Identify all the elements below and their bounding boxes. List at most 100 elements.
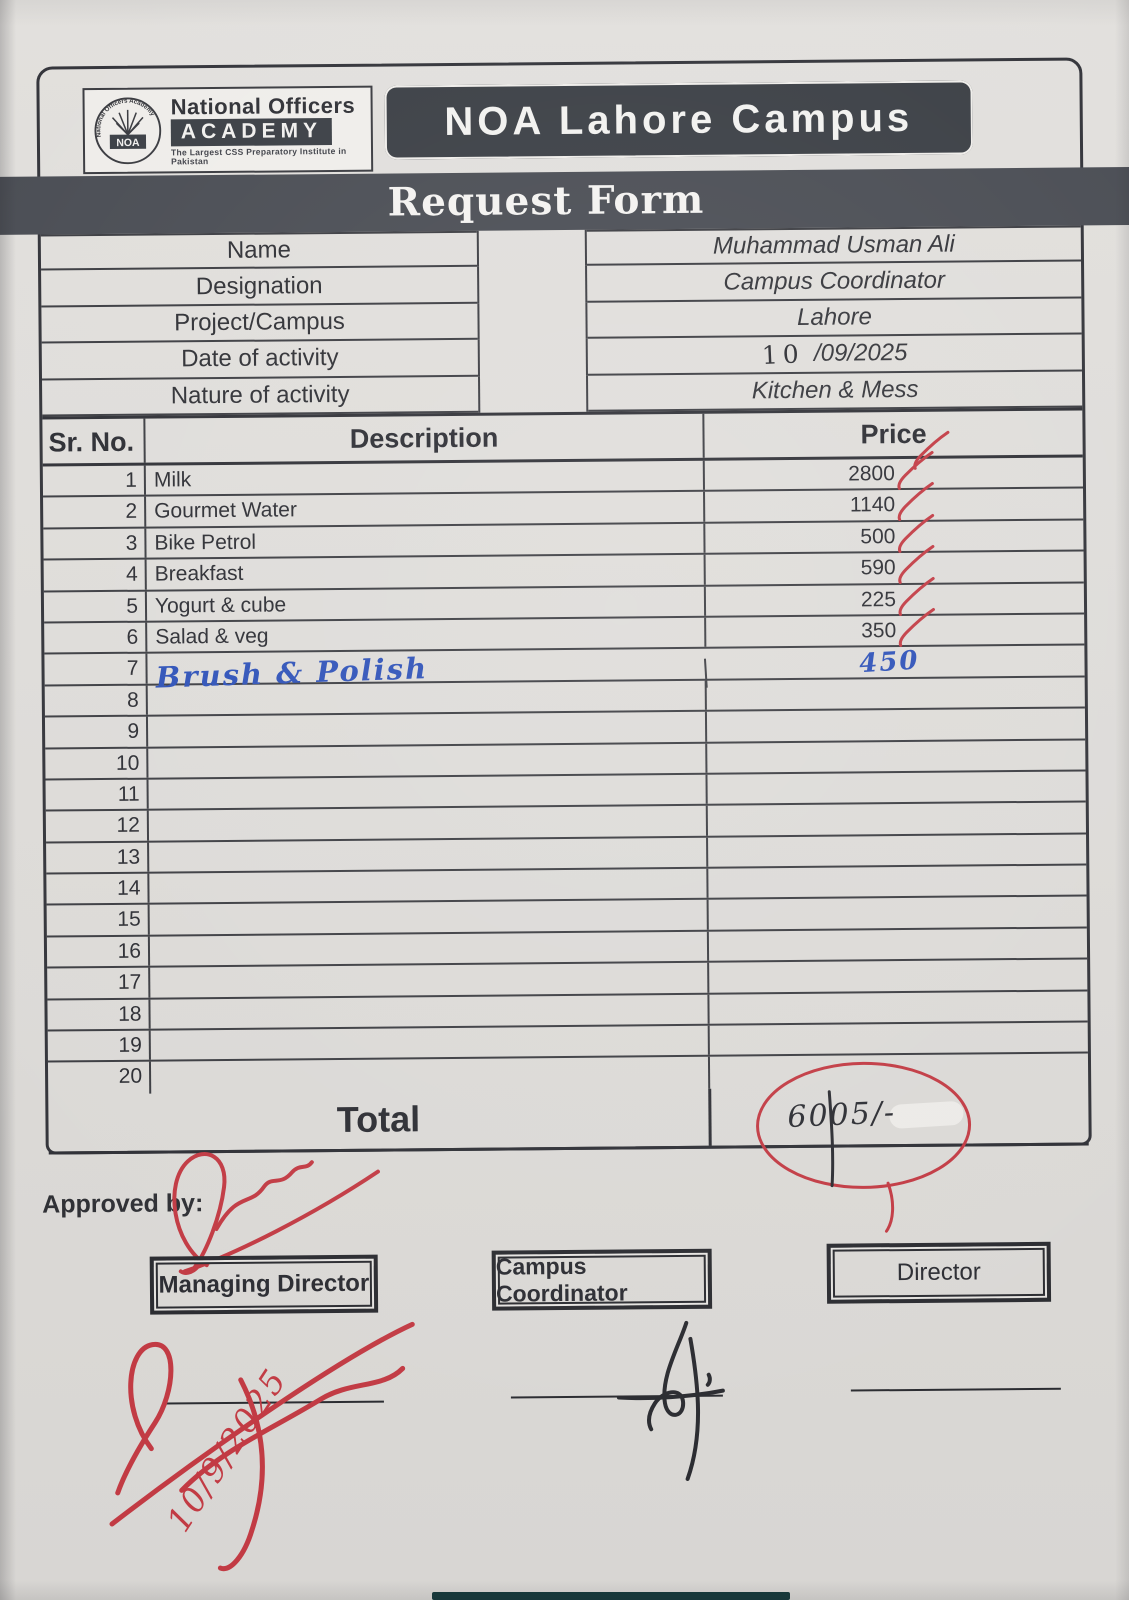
table-row: 5 Yogurt & cube 225 bbox=[43, 576, 1085, 624]
red-checkmark-icon bbox=[898, 607, 935, 647]
row-description bbox=[149, 837, 706, 871]
row-price bbox=[704, 708, 1086, 742]
row-description: Bike Petrol bbox=[154, 530, 257, 555]
field-value: Lahore bbox=[587, 298, 1082, 339]
row-description bbox=[149, 775, 706, 809]
logo-academy-label: ACADEMY bbox=[170, 117, 333, 147]
managing-director-box: Managing Director bbox=[149, 1254, 379, 1315]
field-gap bbox=[477, 375, 589, 413]
director-label: Director bbox=[896, 1258, 981, 1287]
campus-coordinator-label: Campus Coordinator bbox=[495, 1252, 628, 1307]
field-gap bbox=[477, 266, 588, 304]
row-price: 225 bbox=[703, 576, 1085, 616]
campus-banner: NOA Lahore Campus bbox=[384, 80, 974, 160]
header-sr-no: Sr. No. bbox=[42, 418, 146, 464]
approval-signature bbox=[172, 1152, 380, 1275]
table-row: 6 Salad & veg 350 bbox=[44, 607, 1085, 655]
row-price: 1140 bbox=[703, 482, 1084, 522]
row-sr-number: 13 bbox=[46, 842, 150, 873]
header-description: Description bbox=[349, 422, 499, 454]
field-gap bbox=[477, 302, 588, 340]
field-value: 10 /09/2025 bbox=[587, 334, 1082, 376]
noa-logo-card: National Officers Academy NOA National O… bbox=[82, 85, 374, 175]
row-price bbox=[706, 865, 1087, 899]
row-price bbox=[705, 802, 1086, 836]
field-label: Project/Campus bbox=[41, 303, 478, 344]
row-description: Breakfast bbox=[154, 561, 244, 586]
row-description bbox=[148, 743, 705, 777]
row-sr-number: 11 bbox=[45, 779, 149, 810]
field-label: Date of activity bbox=[41, 339, 478, 381]
row-description bbox=[151, 1026, 708, 1060]
row-sr-number: 1 bbox=[42, 465, 147, 496]
field-gap bbox=[477, 338, 588, 377]
printed-date-part: /09/2025 bbox=[813, 339, 908, 368]
handwritten-day: 10 bbox=[761, 339, 805, 370]
row-description bbox=[148, 712, 705, 746]
row-price bbox=[706, 896, 1087, 930]
total-row: Total 6005/- bbox=[48, 1061, 1089, 1233]
row-price bbox=[707, 959, 1088, 993]
row-sr-number: 6 bbox=[44, 622, 148, 653]
row-price bbox=[706, 928, 1088, 962]
red-checkmark-icon bbox=[898, 576, 935, 616]
director-box: Director bbox=[826, 1241, 1052, 1304]
managing-director-signature bbox=[109, 1321, 415, 1572]
row-sr-number: 9 bbox=[44, 716, 149, 748]
row-description: Yogurt & cube bbox=[154, 592, 287, 618]
row-sr-number: 19 bbox=[47, 1030, 151, 1061]
campus-coordinator-box: Campus Coordinator bbox=[491, 1248, 713, 1311]
red-checkmark-icon bbox=[898, 545, 935, 585]
row-description bbox=[149, 869, 706, 903]
campus-banner-text: NOA Lahore Campus bbox=[444, 95, 914, 144]
row-price: 350 bbox=[704, 607, 1085, 648]
row-price bbox=[705, 739, 1086, 773]
items-table: Sr. No. Description Price 1 Milk 2800 2 Gour… bbox=[42, 407, 1089, 1233]
red-circle-annotation bbox=[756, 1061, 972, 1233]
row-sr-number: 2 bbox=[43, 497, 147, 528]
row-sr-number: 4 bbox=[43, 559, 147, 591]
field-label: Name bbox=[40, 230, 478, 271]
table-row: 2 Gourmet Water 1140 bbox=[43, 482, 1084, 530]
field-label: Designation bbox=[41, 267, 478, 308]
row-sr-number: 14 bbox=[46, 873, 150, 904]
row-sr-number: 17 bbox=[47, 967, 151, 999]
table-row: 4 Breakfast 590 bbox=[43, 545, 1084, 593]
emblem-acronym: NOA bbox=[116, 138, 140, 149]
total-price-cell: 6005/- bbox=[708, 1061, 1089, 1233]
row-price bbox=[705, 771, 1086, 805]
row-sr-number: 3 bbox=[43, 528, 147, 559]
field-value: Campus Coordinator bbox=[587, 261, 1082, 303]
row-description: Milk bbox=[153, 468, 192, 492]
row-description bbox=[150, 994, 707, 1028]
row-price bbox=[704, 677, 1085, 710]
row-sr-number: 12 bbox=[45, 810, 150, 842]
logo-tagline: The Largest CSS Preparatory Institute in… bbox=[170, 145, 347, 166]
form-fields: Name Muhammad Usman Ali Designation Camp… bbox=[40, 225, 1083, 417]
logo-org-name: National Officers bbox=[170, 92, 356, 119]
row-sr-number: 20 bbox=[47, 1062, 152, 1095]
logo-text-block: National Officers ACADEMY The Largest CS… bbox=[170, 92, 368, 166]
row-description: Gourmet Water bbox=[154, 498, 298, 523]
campus-coordinator-signature bbox=[616, 1320, 725, 1481]
table-rows: 1 Milk 2800 2 Gourmet Water 1140 3 Bike Petrol 5… bbox=[42, 450, 1089, 1095]
row-price: 500 bbox=[703, 513, 1084, 553]
field-value: Kitchen & Mess bbox=[587, 371, 1083, 412]
scanner-edge-strip bbox=[432, 1592, 790, 1600]
row-sr-number: 8 bbox=[44, 685, 148, 716]
row-sr-number: 16 bbox=[46, 936, 151, 967]
row-sr-number: 15 bbox=[46, 905, 150, 936]
field-gap bbox=[476, 229, 588, 268]
row-sr-number: 18 bbox=[47, 999, 151, 1030]
director-signature-line bbox=[850, 1387, 1061, 1392]
header-price: Price bbox=[702, 410, 1083, 470]
managing-director-label: Managing Director bbox=[158, 1269, 370, 1299]
row-description bbox=[149, 806, 706, 840]
red-checkmark-icon bbox=[897, 513, 935, 553]
row-price bbox=[706, 834, 1087, 867]
red-checkmark-icon bbox=[897, 450, 934, 490]
row-description bbox=[150, 900, 707, 934]
row-price bbox=[707, 991, 1088, 1024]
